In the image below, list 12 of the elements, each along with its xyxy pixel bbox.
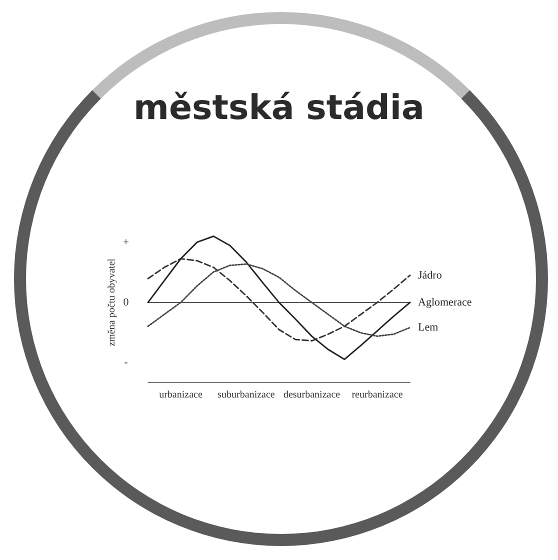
x-tick-label: desurbanizace [283,390,341,400]
y-axis-title: změna počtu obyvatel [106,258,118,346]
series-label: Lem [418,322,439,334]
text: + [122,236,130,248]
x-tick-label: reurbanizace [352,390,404,400]
text: - [124,356,128,368]
x-tick-label: urbanizace [159,390,203,400]
x-tick-label: suburbanizace [218,390,276,400]
text: 0 [123,296,130,308]
series-label: Jádro [418,269,442,282]
chart-title: městská stádia [134,88,424,128]
series-label: Aglomerace [418,296,472,308]
